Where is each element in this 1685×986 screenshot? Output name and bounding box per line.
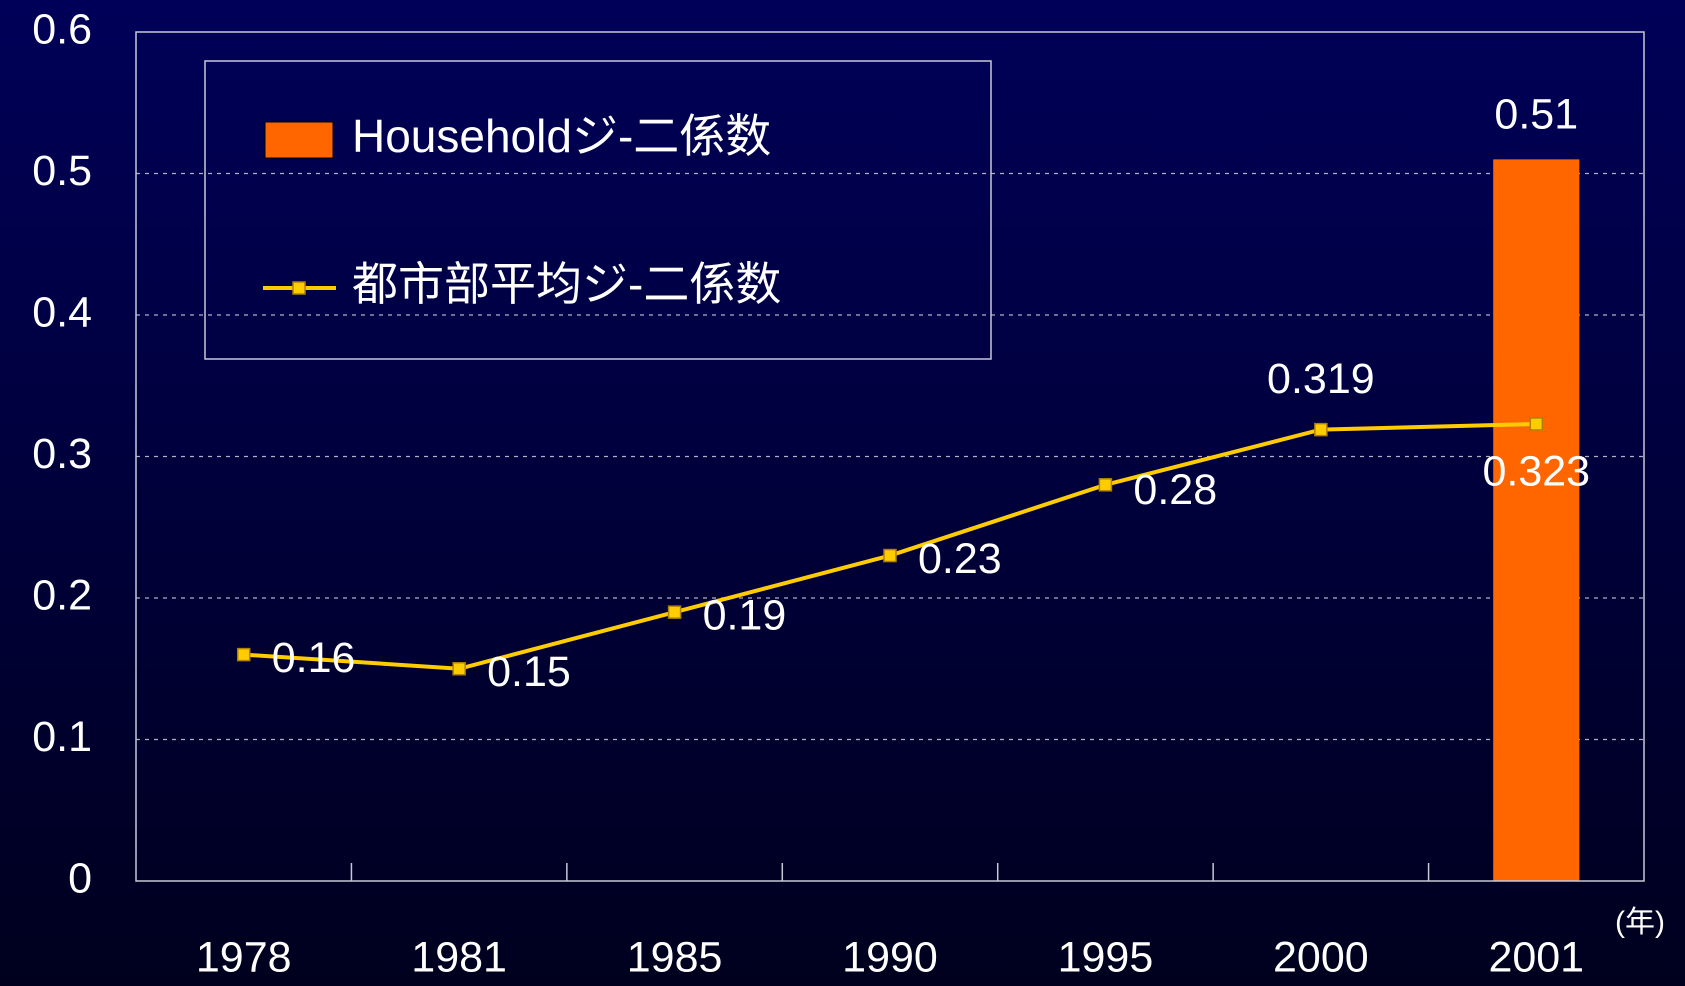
legend-frame	[204, 60, 992, 360]
line-marker	[1314, 422, 1328, 437]
x-tick-label: 1978	[196, 933, 292, 981]
x-tick-label: 1981	[411, 933, 507, 981]
line-marker	[452, 662, 466, 676]
x-tick-label: 1985	[627, 933, 723, 981]
x-tick-label: 2000	[1273, 933, 1369, 981]
line-marker	[667, 605, 682, 619]
x-tick-label: 2001	[1488, 933, 1584, 981]
legend-label: 都市部平均ジ-二係数	[352, 258, 781, 310]
line-value-label: 0.319	[1267, 355, 1375, 403]
line-marker	[236, 647, 251, 662]
line-value-label: 0.23	[918, 535, 1002, 583]
bar	[1493, 159, 1580, 882]
bar-value-label: 0.51	[1494, 91, 1578, 139]
legend-swatch	[264, 121, 334, 159]
x-tick-label: 1995	[1058, 933, 1154, 981]
x-axis-label: (年)	[1615, 906, 1665, 939]
line-marker	[1098, 478, 1113, 492]
line-marker	[883, 548, 897, 563]
y-tick-label: 0.6	[32, 5, 92, 53]
y-tick-label: 0.2	[32, 571, 92, 619]
line-value-label: 0.323	[1482, 447, 1590, 495]
legend-label: Householdジ-二係数	[352, 110, 771, 162]
line-value-label: 0.19	[703, 592, 787, 640]
y-tick-label: 0.1	[32, 713, 92, 761]
line-value-label: 0.28	[1133, 466, 1217, 514]
line-value-label: 0.16	[272, 634, 356, 682]
line-marker	[1529, 417, 1544, 431]
y-tick-label: 0.4	[32, 288, 92, 336]
grid: 0 0.1 0.2 0.3 0.4 0.5 0.6 1978 1981 1985 1990 1995 2…	[32, 5, 1644, 981]
x-tick-label: 1990	[842, 933, 938, 981]
legend-marker	[292, 281, 306, 295]
y-tick-label: 0.5	[32, 147, 92, 195]
plot: 0.51 0.16 0.15 0.19 0.23 0.28 0.319 0.323	[236, 91, 1590, 882]
line-value-label: 0.15	[487, 648, 571, 696]
y-tick-label: 0.3	[32, 430, 92, 478]
y-tick-label: 0	[68, 854, 92, 902]
plot-frame	[135, 31, 1645, 882]
